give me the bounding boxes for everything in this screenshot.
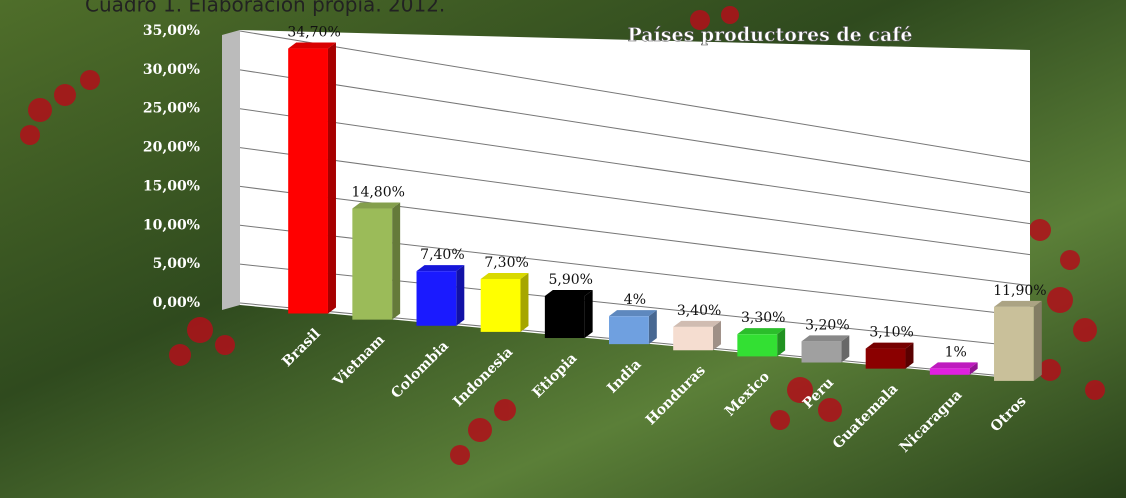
bar-side <box>841 335 850 363</box>
bar-side <box>712 320 721 351</box>
y-tick-label: 25,00% <box>143 101 200 117</box>
bar-top <box>673 320 721 327</box>
bar-side <box>969 362 978 375</box>
bar <box>609 316 649 345</box>
bar-side <box>648 310 657 345</box>
bar-top <box>801 335 850 342</box>
bar <box>673 326 713 351</box>
chart-title: Países productores de café <box>627 24 912 46</box>
value-label: 4% <box>624 292 646 308</box>
bar-side <box>777 328 786 357</box>
bar-top <box>352 202 401 209</box>
value-label: 3,40% <box>677 303 721 319</box>
y-tick-label: 20,00% <box>143 140 200 156</box>
value-label: 11,90% <box>993 283 1046 299</box>
grid-line <box>239 147 1031 256</box>
plot-wall-side <box>222 30 240 310</box>
y-tick-label: 30,00% <box>143 62 200 78</box>
bar-side <box>584 289 593 339</box>
bar-top <box>544 289 593 296</box>
bar-side <box>456 265 465 326</box>
bar-side <box>905 342 914 369</box>
bar-top <box>609 310 657 317</box>
bar <box>801 341 842 363</box>
value-label: 7,40% <box>420 247 464 263</box>
value-label: 1% <box>945 344 967 360</box>
bar-side <box>392 202 401 320</box>
bar-side <box>1033 300 1042 381</box>
value-label: 14,80% <box>352 185 405 201</box>
bar-top <box>737 328 786 335</box>
bar <box>544 295 585 339</box>
bar-top <box>416 265 465 272</box>
bar <box>994 306 1034 381</box>
bar <box>737 334 778 357</box>
coffee-cherries <box>20 6 1105 465</box>
bar-side <box>327 42 336 314</box>
bar <box>416 271 457 326</box>
y-tick-label: 5,00% <box>153 256 200 272</box>
grid-line <box>239 30 1031 163</box>
value-label: 5,90% <box>549 272 593 288</box>
value-label: 3,10% <box>869 325 913 341</box>
bar-top <box>865 342 914 349</box>
grid-line <box>239 108 1031 225</box>
y-tick-label: 10,00% <box>143 217 200 233</box>
y-tick-label: 35,00% <box>143 23 200 39</box>
caption: Cuadro 1. Elaboración propia. 2012. <box>85 0 445 17</box>
bar-top <box>288 42 336 49</box>
bar <box>865 348 906 369</box>
value-label: 3,30% <box>741 310 785 326</box>
bar <box>352 208 393 320</box>
value-label: 34,70% <box>287 25 340 41</box>
bar <box>929 368 970 375</box>
grid-line <box>239 69 1031 194</box>
bar <box>480 278 521 332</box>
bar-top <box>994 300 1042 307</box>
value-label: 7,30% <box>484 255 528 271</box>
bar-top <box>480 272 529 279</box>
bar-top <box>929 362 978 369</box>
bar <box>288 48 328 314</box>
bar-side <box>520 272 529 332</box>
y-tick-label: 0,00% <box>153 295 200 311</box>
y-tick-label: 15,00% <box>143 178 200 194</box>
value-label: 3,20% <box>805 317 849 333</box>
